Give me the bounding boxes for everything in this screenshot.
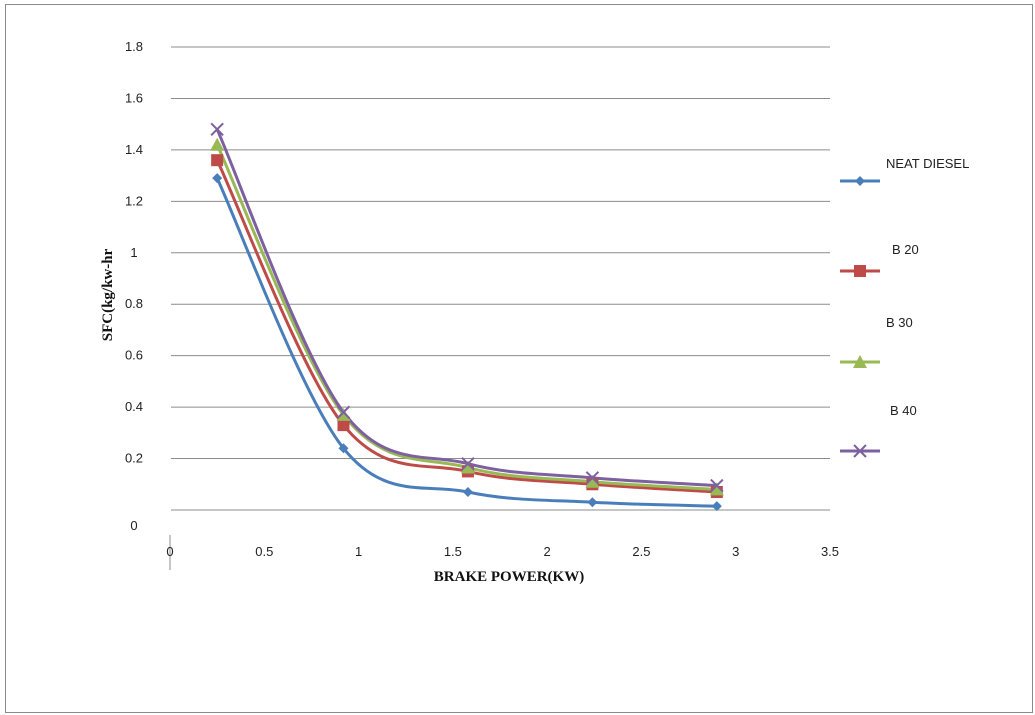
data-point-b-20 [211, 154, 224, 167]
line-chart: 0 0.2 0.4 0.6 0.8 1 1.2 1.4 1.6 1.8 0 0.5 1 1.5 2 2.5 3 3… [100, 39, 969, 585]
data-point-neat-diesel [711, 501, 722, 512]
y-tick-label: 0.2 [125, 451, 143, 466]
series-line-neat-diesel [215, 177, 717, 508]
y-tick-label: 0 [130, 518, 137, 533]
data-point-neat-diesel [462, 486, 473, 497]
y-tick-label: 1.2 [125, 193, 143, 208]
legend-label: NEAT DIESEL [886, 156, 969, 171]
y-tick-label: 1.8 [125, 39, 143, 54]
y-tick-label: 1.4 [125, 142, 143, 157]
x-tick-label: 0 [166, 544, 173, 559]
data-point-b-30 [585, 474, 600, 488]
data-point-b-40 [336, 405, 351, 419]
x-axis-title: BRAKE POWER(KW) [434, 569, 584, 585]
data-point-b-40 [461, 456, 475, 471]
y-axis-title: SFC(kg/kw-hr [100, 248, 116, 341]
legend-swatch-marker [854, 265, 866, 277]
legend-item-neat-diesel: NEAT DIESEL [840, 156, 969, 186]
x-tick-label: 0.5 [255, 544, 273, 559]
legend-swatch-marker [855, 176, 865, 186]
data-point-b-40 [710, 478, 724, 493]
legend-item-b-40: B 40 [840, 403, 917, 458]
x-tick-label: 3.5 [821, 544, 839, 559]
x-tick-label: 2.5 [632, 544, 650, 559]
y-tick-label: 0.8 [125, 296, 143, 311]
data-point-neat-diesel [338, 443, 349, 454]
legend-swatch-marker [853, 355, 867, 368]
data-point-b-40 [210, 122, 224, 137]
data-point-b-40 [585, 471, 600, 485]
legend-label: B 20 [892, 242, 919, 257]
data-point-b-30 [210, 137, 225, 151]
axes: 0 0.2 0.4 0.6 0.8 1 1.2 1.4 1.6 1.8 0 0.5 1 1.5 2 2.5 3 3… [125, 39, 839, 570]
y-tick-label: 1 [130, 245, 137, 260]
series-line-b-40 [215, 128, 717, 488]
legend-swatch-marker [853, 444, 867, 458]
series-lines [215, 128, 717, 508]
data-point-b-30 [460, 460, 475, 474]
y-tick-label: 0.4 [125, 399, 143, 414]
data-point-neat-diesel [212, 173, 223, 184]
legend-item-b-20: B 20 [840, 242, 919, 277]
data-point-b-20 [337, 419, 350, 432]
chart-frame: 0 0.2 0.4 0.6 0.8 1 1.2 1.4 1.6 1.8 0 0.5 1 1.5 2 2.5 3 3… [5, 4, 1033, 713]
x-tick-label: 3 [732, 544, 739, 559]
x-tick-label: 1 [355, 544, 362, 559]
legend-label: B 30 [886, 315, 913, 330]
series-line-b-30 [215, 144, 717, 491]
series-markers [210, 122, 724, 512]
legend-label: B 40 [890, 403, 917, 418]
x-tick-label: 1.5 [444, 544, 462, 559]
data-point-neat-diesel [587, 497, 598, 508]
y-tick-label: 1.6 [125, 90, 143, 105]
data-point-b-30 [709, 482, 724, 496]
y-tick-label: 0.6 [125, 348, 143, 363]
x-tick-label: 2 [544, 544, 551, 559]
legend-item-b-30: B 30 [840, 315, 913, 368]
data-point-b-30 [336, 407, 351, 421]
legend: NEAT DIESEL B 20 B 30 B 40 [840, 156, 969, 458]
series-line-b-20 [215, 159, 717, 494]
gridlines [171, 46, 830, 511]
